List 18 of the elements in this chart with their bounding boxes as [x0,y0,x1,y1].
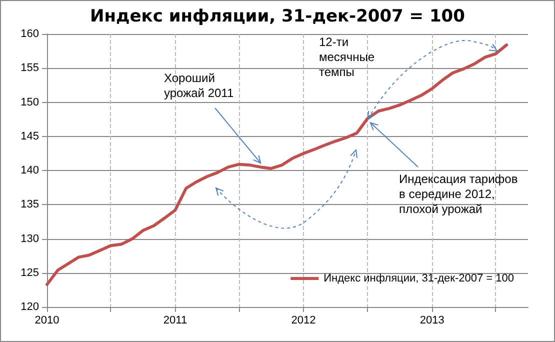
legend-label: Индекс инфляции, 31-дек-2007 = 100 [324,272,514,284]
y-tick-label: 155 [20,62,39,74]
y-tick-label: 145 [20,130,39,142]
annotation: Хороший урожай 2011 [164,71,234,101]
x-tick-label: 2011 [163,314,188,326]
annotation: Индексация тарифов в середине 2012, плохой урожай [399,172,519,217]
x-tick-label: 2012 [291,314,316,326]
y-tick-label: 150 [20,96,39,108]
chart-title: Индекс инфляции, 31-дек-2007 = 100 [90,6,466,26]
y-tick-label: 130 [20,232,39,245]
x-tick-label: 2010 [34,314,60,326]
y-tick-label: 140 [20,164,39,176]
y-tick-label: 120 [20,301,39,313]
y-tick-label: 125 [20,266,39,279]
y-tick-label: 160 [20,28,39,40]
y-tick-label: 135 [20,198,39,211]
x-tick-label: 2013 [420,314,444,326]
annotation: 12-ти месячные темпы [319,35,376,80]
